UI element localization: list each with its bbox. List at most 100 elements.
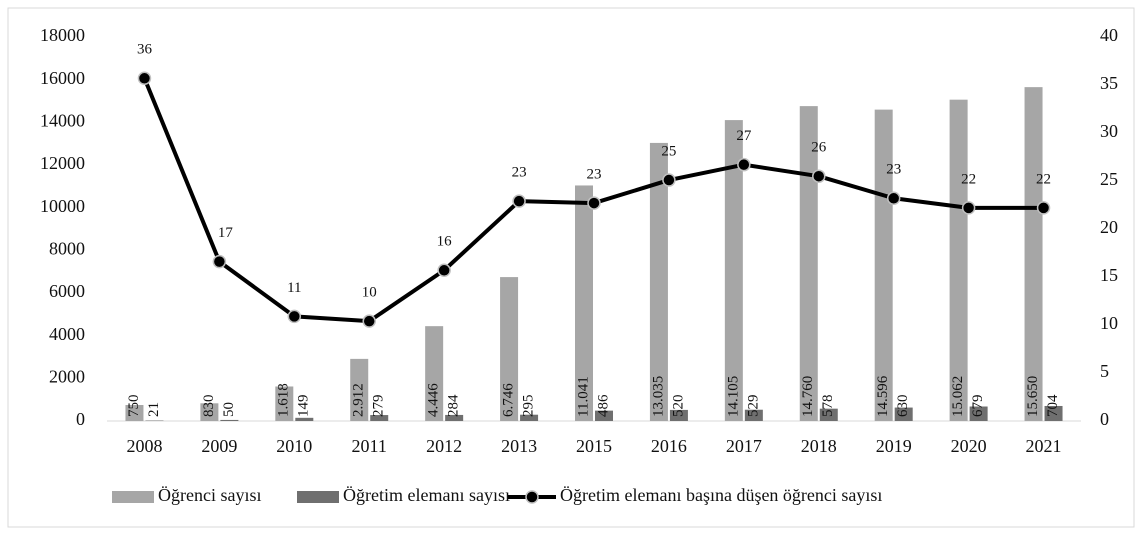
y-tick-label: 2000: [49, 366, 85, 386]
data-label: 14.596: [875, 375, 891, 417]
data-label: 679: [970, 395, 986, 418]
data-label: 284: [446, 394, 462, 417]
line-marker: [1036, 201, 1051, 215]
bar: [724, 120, 743, 422]
x-tick-label: 2020: [951, 436, 987, 456]
data-label: 23: [886, 162, 901, 178]
x-tick-label: 2009: [201, 436, 237, 456]
data-label: 1.618: [276, 383, 292, 417]
data-label: 15.062: [950, 376, 966, 417]
y-tick-label: 4000: [49, 324, 85, 344]
bar: [1044, 405, 1063, 421]
y-tick-label: 0: [76, 409, 85, 429]
data-label: 17: [218, 225, 234, 241]
bar: [220, 419, 239, 421]
data-label: 36: [137, 42, 153, 58]
data-label: 4.446: [426, 383, 442, 417]
data-label: 520: [670, 395, 686, 418]
line-marker: [512, 194, 526, 208]
data-label: 2.912: [351, 383, 367, 417]
data-label: 16: [437, 234, 453, 250]
data-label: 10: [362, 285, 377, 301]
data-label: 26: [811, 140, 827, 156]
bar: [799, 106, 818, 422]
legend-label: Öğretim elemanı başına düşen öğrenci say…: [560, 485, 882, 505]
y-tick-label: 18000: [40, 25, 85, 45]
bar: [1024, 87, 1043, 421]
line-marker: [287, 309, 302, 324]
data-label: 21: [146, 402, 162, 417]
x-tick-label: 2012: [426, 436, 462, 456]
data-label: 630: [895, 395, 911, 418]
data-label: 13.035: [650, 376, 666, 417]
x-tick-label: 2008: [126, 436, 162, 456]
x-tick-label: 2015: [576, 436, 612, 456]
y-tick-label: 8000: [49, 238, 85, 258]
data-label: 27: [736, 128, 752, 144]
line-marker: [137, 71, 152, 86]
data-label: 295: [521, 395, 537, 418]
bar: [520, 414, 539, 421]
bar: [595, 410, 613, 421]
bar: [969, 406, 988, 421]
data-label: 11.041: [575, 376, 591, 417]
data-label: 22: [1036, 171, 1051, 187]
y-tick-label: 6000: [49, 281, 85, 301]
line-marker: [737, 157, 751, 172]
x-tick-label: 2013: [501, 436, 537, 456]
bar: [949, 99, 968, 421]
y2-tick-label: 5: [1100, 361, 1109, 381]
bar: [200, 403, 219, 421]
data-label: 486: [595, 394, 611, 417]
y2-tick-label: 0: [1100, 409, 1109, 429]
data-label: 6.746: [501, 383, 517, 417]
data-label: 25: [661, 143, 676, 159]
x-tick-label: 2010: [276, 436, 312, 456]
bar: [125, 405, 144, 421]
data-label: 50: [221, 402, 237, 417]
legend-swatch: [112, 491, 154, 503]
bar: [669, 409, 688, 421]
y2-tick-label: 20: [1100, 217, 1118, 237]
y2-tick-label: 40: [1100, 25, 1118, 45]
y-tick-label: 14000: [40, 110, 85, 130]
bar: [275, 386, 294, 421]
y2-tick-label: 15: [1100, 265, 1118, 285]
bar: [500, 277, 519, 421]
x-tick-label: 2019: [876, 436, 912, 456]
legend-swatch: [297, 491, 339, 503]
x-tick-label: 2021: [1026, 436, 1062, 456]
data-label: 14.760: [800, 376, 816, 417]
bar: [744, 409, 763, 421]
line-marker: [437, 263, 451, 278]
y-tick-label: 12000: [40, 153, 85, 173]
x-tick-label: 2017: [726, 436, 762, 456]
y2-tick-label: 35: [1100, 73, 1118, 93]
data-label: 279: [371, 395, 387, 418]
legend-label: Öğretim elemanı sayısı: [343, 485, 510, 505]
bar: [295, 417, 314, 421]
bar: [894, 407, 913, 421]
bar: [575, 185, 593, 421]
x-tick-label: 2016: [651, 436, 687, 456]
data-label: 704: [1045, 394, 1061, 417]
y-tick-label: 16000: [40, 68, 85, 88]
y2-tick-label: 30: [1100, 121, 1118, 141]
line-marker: [662, 173, 676, 187]
bar: [819, 408, 838, 421]
bar: [370, 415, 389, 421]
data-label: 14.105: [725, 376, 741, 417]
x-tick-label: 2011: [352, 436, 387, 456]
data-label: 22: [961, 171, 976, 187]
bar: [350, 358, 369, 421]
legend-marker: [525, 490, 539, 504]
line-marker: [212, 254, 227, 269]
line-marker: [886, 191, 901, 206]
bar: [874, 109, 893, 422]
bar: [425, 326, 444, 421]
y-tick-label: 10000: [40, 196, 85, 216]
x-tick-label: 2018: [801, 436, 837, 456]
data-label: 830: [201, 395, 217, 418]
line-marker: [961, 201, 976, 215]
line-marker: [587, 196, 601, 210]
